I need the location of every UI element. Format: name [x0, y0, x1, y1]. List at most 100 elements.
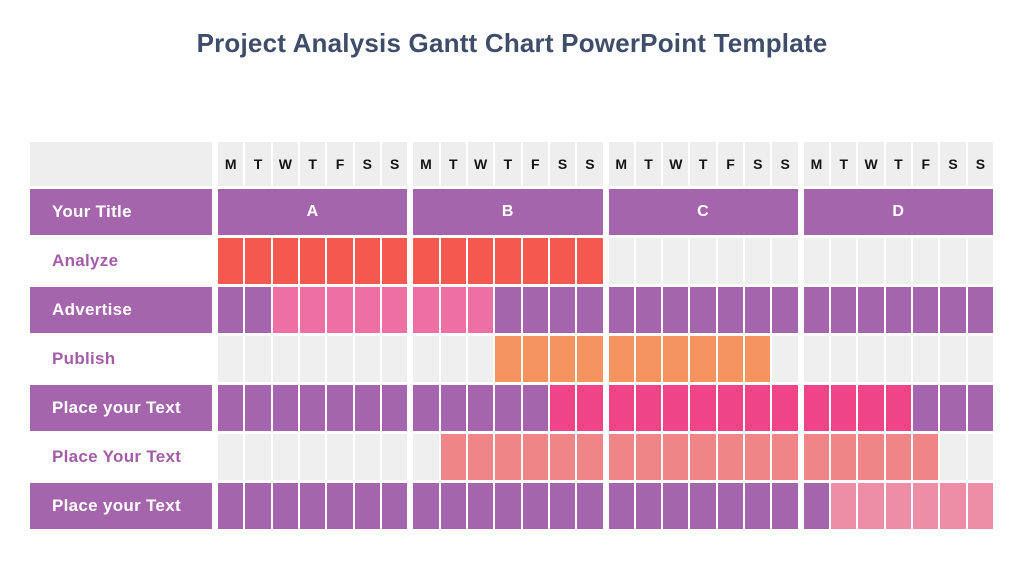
gantt-bar-cell: [245, 385, 271, 431]
gantt-bar-cell: [381, 385, 408, 431]
gantt-bar-cell: [772, 483, 798, 529]
gantt-bar-cell: [885, 385, 912, 431]
day-header-cell: S: [549, 142, 576, 186]
gantt-bar-cell: [608, 287, 634, 333]
gantt-bar-cell: [299, 385, 326, 431]
gantt-bar-cell: [940, 287, 966, 333]
gantt-bar-cell: [635, 336, 662, 382]
day-header-cell: S: [745, 142, 771, 186]
day-header-cell: F: [913, 142, 939, 186]
day-header-cell: W: [272, 142, 298, 186]
gantt-bar-cell: [495, 336, 521, 382]
day-header-cell: T: [635, 142, 662, 186]
day-header-cell: S: [577, 142, 603, 186]
day-header-cell: T: [885, 142, 912, 186]
gantt-empty-cell: [803, 238, 830, 284]
gantt-bar-cell: [522, 385, 548, 431]
gantt-bar-cell: [608, 434, 634, 480]
task-row-week: [803, 287, 994, 333]
gantt-bar-cell: [495, 483, 521, 529]
gantt-bar-cell: [440, 238, 466, 284]
gantt-bar-cell: [218, 238, 244, 284]
task-row-weeks: [218, 287, 994, 333]
gantt-bar-cell: [745, 483, 771, 529]
gantt-empty-cell: [381, 434, 408, 480]
task-row-week: [413, 483, 603, 529]
task-row-week: [803, 385, 994, 431]
gantt-bar-cell: [495, 238, 521, 284]
week-section-d: D: [803, 189, 993, 235]
gantt-bar-cell: [803, 434, 830, 480]
gantt-empty-cell: [354, 336, 380, 382]
gantt-empty-cell: [272, 336, 298, 382]
gantt-bar-cell: [549, 238, 576, 284]
task-row: Analyze: [30, 238, 994, 284]
task-row-weeks: [218, 483, 994, 529]
gantt-bar-cell: [299, 287, 326, 333]
gantt-bar-cell: [663, 434, 689, 480]
gantt-bar-cell: [327, 385, 353, 431]
gantt-bar-cell: [549, 483, 576, 529]
task-row-weeks: [218, 238, 994, 284]
gantt-bar-cell: [218, 385, 244, 431]
gantt-bar-cell: [608, 336, 634, 382]
gantt-empty-cell: [690, 238, 716, 284]
gantt-bar-cell: [495, 287, 521, 333]
gantt-bar-cell: [745, 336, 771, 382]
task-row-week: [608, 385, 798, 431]
row-label: Publish: [30, 336, 212, 382]
gantt-bar-cell: [635, 287, 662, 333]
gantt-empty-cell: [913, 336, 939, 382]
gantt-bar-cell: [549, 336, 576, 382]
gantt-bar-cell: [440, 385, 466, 431]
task-row-week: [608, 238, 798, 284]
gantt-bar-cell: [913, 483, 939, 529]
task-row-week: [803, 336, 994, 382]
day-header-cell: T: [831, 142, 857, 186]
header-spacer: [30, 142, 212, 186]
day-header-cell: S: [772, 142, 798, 186]
day-header-cell: W: [663, 142, 689, 186]
task-row-week: [218, 385, 408, 431]
gantt-bar-cell: [577, 238, 603, 284]
gantt-bar-cell: [245, 238, 271, 284]
gantt-empty-cell: [803, 336, 830, 382]
gantt-bar-cell: [495, 434, 521, 480]
gantt-empty-cell: [745, 238, 771, 284]
gantt-bar-cell: [885, 287, 912, 333]
gantt-bar-cell: [272, 287, 298, 333]
task-row-week: [413, 385, 603, 431]
gantt-bar-cell: [635, 385, 662, 431]
day-header-cell: T: [495, 142, 521, 186]
gantt-bar-cell: [717, 287, 744, 333]
task-row-week: [413, 434, 603, 480]
gantt-bar-cell: [940, 385, 966, 431]
gantt-bar-cell: [772, 385, 798, 431]
gantt-bar-cell: [413, 287, 439, 333]
gantt-bar-cell: [663, 336, 689, 382]
gantt-bar-cell: [635, 434, 662, 480]
gantt-bar-cell: [549, 385, 576, 431]
gantt-empty-cell: [831, 336, 857, 382]
gantt-bar-cell: [327, 287, 353, 333]
row-label: Place your Text: [30, 483, 212, 529]
gantt-bar-cell: [522, 336, 548, 382]
gantt-bar-cell: [967, 483, 994, 529]
gantt-empty-cell: [831, 238, 857, 284]
gantt-bar-cell: [885, 434, 912, 480]
gantt-bar-cell: [717, 385, 744, 431]
day-header-cell: F: [717, 142, 744, 186]
gantt-empty-cell: [381, 336, 408, 382]
gantt-empty-cell: [885, 238, 912, 284]
gantt-bar-cell: [354, 287, 380, 333]
gantt-empty-cell: [608, 238, 634, 284]
day-header-cell: W: [858, 142, 884, 186]
day-header-cell: T: [245, 142, 271, 186]
gantt-bar-cell: [608, 385, 634, 431]
task-row-weeks: [218, 434, 994, 480]
day-header-cell: F: [522, 142, 548, 186]
gantt-bar-cell: [218, 287, 244, 333]
gantt-bar-cell: [354, 385, 380, 431]
